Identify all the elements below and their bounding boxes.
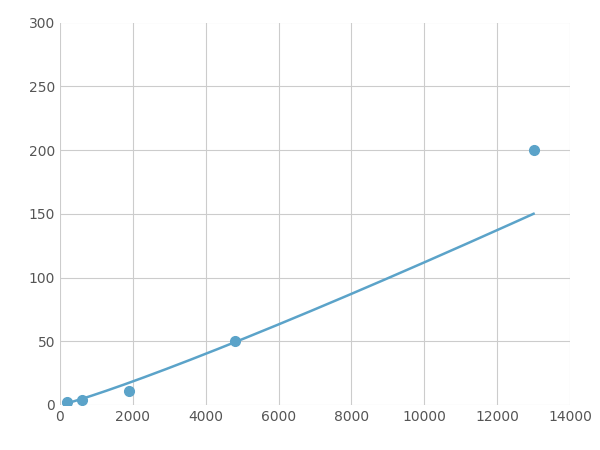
Point <box>62 399 72 406</box>
Point <box>230 338 239 345</box>
Point <box>124 387 134 395</box>
Point <box>529 146 538 153</box>
Point <box>77 396 86 404</box>
